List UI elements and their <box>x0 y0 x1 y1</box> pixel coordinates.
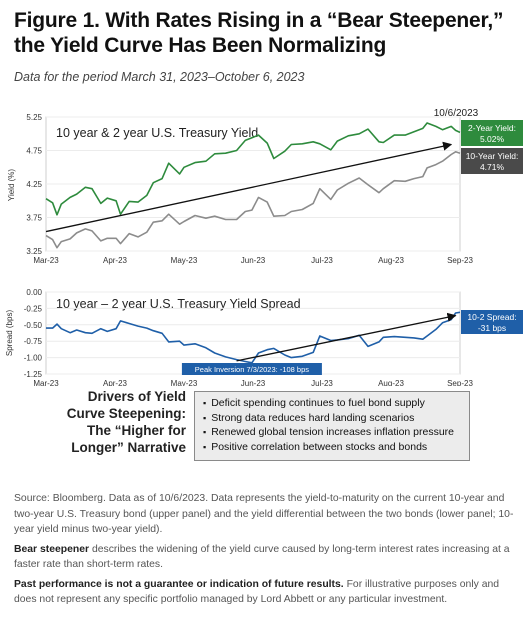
series-line <box>45 150 461 249</box>
callout-spread: 10-2 Spread: -31 bps <box>461 310 523 334</box>
bear-text: describes the widening of the yield curv… <box>14 543 510 571</box>
x-tick-label: Apr-23 <box>103 379 128 386</box>
drivers-box: Deficit spending continues to fuel bond … <box>194 391 470 461</box>
x-tick-label: Jun-23 <box>241 379 266 386</box>
bear-term: Bear steepener <box>14 543 90 555</box>
peak-annotation: Peak Inversion 7/3/2023: -108 bps <box>181 363 322 375</box>
callout-2yr: 2-Year Yield: 5.02% <box>461 120 523 146</box>
x-tick-label: Jul-23 <box>311 379 333 386</box>
x-tick-label: May-23 <box>171 256 198 265</box>
annotation-text: Peak Inversion 7/3/2023: -108 bps <box>195 365 309 374</box>
callout-text: 10-Year Yield: <box>466 151 519 161</box>
list-item: Strong data reduces hard landing scenari… <box>203 411 469 426</box>
y-tick-label: 3.75 <box>26 214 42 223</box>
x-tick-label: Aug-23 <box>378 379 404 386</box>
y-tick-label: 0.00 <box>26 288 42 297</box>
callout-text: 5.02% <box>480 134 505 144</box>
disclaimer-note: Past performance is not a guarantee or i… <box>14 577 516 608</box>
page-subtitle: Data for the period March 31, 2023–Octob… <box>14 70 305 84</box>
callout-text: 10-2 Spread: <box>467 312 516 322</box>
y-axis-label: Yield (%) <box>7 169 16 201</box>
y-tick-label: -1.00 <box>24 354 43 363</box>
callout-box <box>461 148 523 174</box>
x-tick-label: Sep-23 <box>447 256 473 265</box>
page-title: Figure 1. With Rates Rising in a “Bear S… <box>14 9 504 57</box>
spread-chart: 10 year – 2 year U.S. Treasury Yield Spr… <box>5 288 523 386</box>
y-tick-label: 4.75 <box>26 147 42 156</box>
x-tick-label: Aug-23 <box>378 256 404 265</box>
list-item: Renewed global tension increases inflati… <box>203 425 469 440</box>
drivers-label: Drivers of Yield Curve Steepening: The “… <box>66 389 186 455</box>
x-tick-label: Mar-23 <box>33 256 59 265</box>
x-tick-label: Jun-23 <box>241 256 266 265</box>
list-item: Deficit spending continues to fuel bond … <box>203 396 469 411</box>
list-item: Positive correlation between stocks and … <box>203 440 469 455</box>
x-tick-label: Apr-23 <box>103 256 128 265</box>
y-axis-label: Spread (bps) <box>5 310 14 357</box>
trend-arrow <box>236 312 457 362</box>
y-tick-label: -1.25 <box>24 370 43 379</box>
annotation-box <box>181 363 322 375</box>
x-tick-label: May-23 <box>171 379 198 386</box>
y-tick-label: -0.75 <box>24 337 43 346</box>
past-term: Past performance is not a guarantee or i… <box>14 578 344 590</box>
past-text: For illustrative purposes only and does … <box>14 578 500 606</box>
x-tick-label: Mar-23 <box>33 379 59 386</box>
callout-text: 2-Year Yield: <box>468 123 516 133</box>
callout-text: 4.71% <box>480 162 505 172</box>
x-tick-label: Jul-23 <box>311 256 333 265</box>
callout-10yr: 10-Year Yield: 4.71% <box>461 148 523 174</box>
footnotes: Source: Bloomberg. Data as of 10/6/2023.… <box>14 491 516 612</box>
drivers-list: Deficit spending continues to fuel bond … <box>203 396 469 454</box>
y-tick-label: 3.25 <box>26 247 42 256</box>
y-tick-label: -0.50 <box>24 321 43 330</box>
date-label: 10/6/2023 <box>434 108 479 119</box>
bear-note: Bear steepener describes the widening of… <box>14 542 516 573</box>
callout-text: -31 bps <box>478 323 506 333</box>
y-tick-label: -0.25 <box>24 304 43 313</box>
series-line <box>46 311 461 364</box>
y-tick-label: 4.25 <box>26 180 42 189</box>
y-tick-label: 5.25 <box>26 113 42 122</box>
callout-box <box>461 310 523 334</box>
chart-title: 10 year & 2 year U.S. Treasury Yield <box>56 126 258 140</box>
source-note: Source: Bloomberg. Data as of 10/6/2023.… <box>14 493 514 535</box>
x-tick-label: Sep-23 <box>447 379 473 386</box>
series-line <box>45 122 461 216</box>
trend-arrow <box>45 141 453 233</box>
callout-box <box>461 120 523 146</box>
chart-title: 10 year – 2 year U.S. Treasury Yield Spr… <box>56 297 301 311</box>
yield-chart: 10 year & 2 year U.S. Treasury Yield 10/… <box>7 108 523 265</box>
